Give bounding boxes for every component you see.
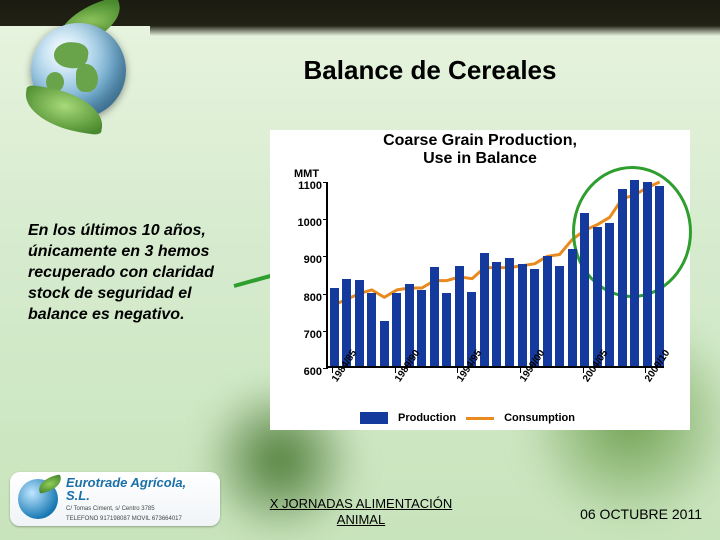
chart-bar xyxy=(655,186,664,366)
chart-title-line1: Coarse Grain Production, xyxy=(383,132,577,149)
chart-bar xyxy=(618,189,627,366)
legend-swatch-consumption xyxy=(466,417,494,420)
continent-shape xyxy=(76,64,98,92)
chart-bar xyxy=(568,249,577,366)
chart-bar xyxy=(380,321,389,366)
chart-panel: Coarse Grain Production, Use in Balance … xyxy=(270,130,690,430)
chart-ytick-mark xyxy=(323,182,328,183)
slide-body-text: En los últimos 10 años, únicamente en 3 … xyxy=(28,220,238,326)
chart-bar xyxy=(392,293,401,366)
chart-ytick-mark xyxy=(323,331,328,332)
slide-title: Balance de Cereales xyxy=(180,55,680,86)
chart-bar xyxy=(518,264,527,366)
footer-logo-text: Eurotrade Agrícola, S.L. C/ Tomas Ciment… xyxy=(66,476,212,522)
chart-ytick-mark xyxy=(323,368,328,369)
footer-fineprint: C/ Tomas Ciment, s/ Centro 3785 xyxy=(66,506,212,512)
chart-bar xyxy=(643,182,652,366)
footer-logo-mark xyxy=(18,479,58,519)
legend-swatch-production xyxy=(360,412,388,424)
footer-center-line2: ANIMAL xyxy=(337,512,385,527)
footer-logo: Eurotrade Agrícola, S.L. C/ Tomas Ciment… xyxy=(10,472,220,526)
chart-bar xyxy=(605,223,614,366)
chart-title: Coarse Grain Production, Use in Balance xyxy=(270,132,690,169)
chart-ytick-mark xyxy=(323,294,328,295)
chart-bar xyxy=(480,253,489,366)
chart-bar xyxy=(330,288,339,366)
footer-center-line1: X JORNADAS ALIMENTACIÓN xyxy=(270,496,453,511)
top-band-shadow xyxy=(150,26,720,36)
chart-bar xyxy=(580,213,589,366)
chart-bar xyxy=(442,293,451,366)
footer-center: X JORNADAS ALIMENTACIÓN ANIMAL xyxy=(236,496,486,529)
globe-logo xyxy=(16,8,146,128)
chart-bar xyxy=(543,256,552,366)
chart-plot-area: 60070080090010001100 xyxy=(326,182,664,368)
chart-ytick-mark xyxy=(323,219,328,220)
chart-bar xyxy=(593,227,602,367)
chart-xlabels: 1984/851989/901994/951999/002004/052009/… xyxy=(326,372,664,412)
chart-bar xyxy=(555,266,564,366)
footer-brand: Eurotrade Agrícola, S.L. xyxy=(66,476,212,502)
chart-bar xyxy=(430,267,439,366)
legend-label-consumption: Consumption xyxy=(504,412,575,424)
chart-bar xyxy=(505,258,514,366)
chart-bar xyxy=(630,180,639,366)
chart-ytick-mark xyxy=(323,256,328,257)
chart-title-line2: Use in Balance xyxy=(423,150,537,167)
chart-bar xyxy=(492,262,501,366)
chart-ylabel: MMT xyxy=(294,168,319,180)
chart-bar xyxy=(455,266,464,366)
chart-legend: Production Consumption xyxy=(360,410,640,426)
chart-bar xyxy=(367,293,376,366)
footer-fineprint: TELEFONO 917198087 MOVIL 673664017 xyxy=(66,516,212,522)
legend-label-production: Production xyxy=(398,412,456,424)
footer-date: 06 OCTUBRE 2011 xyxy=(580,506,702,522)
